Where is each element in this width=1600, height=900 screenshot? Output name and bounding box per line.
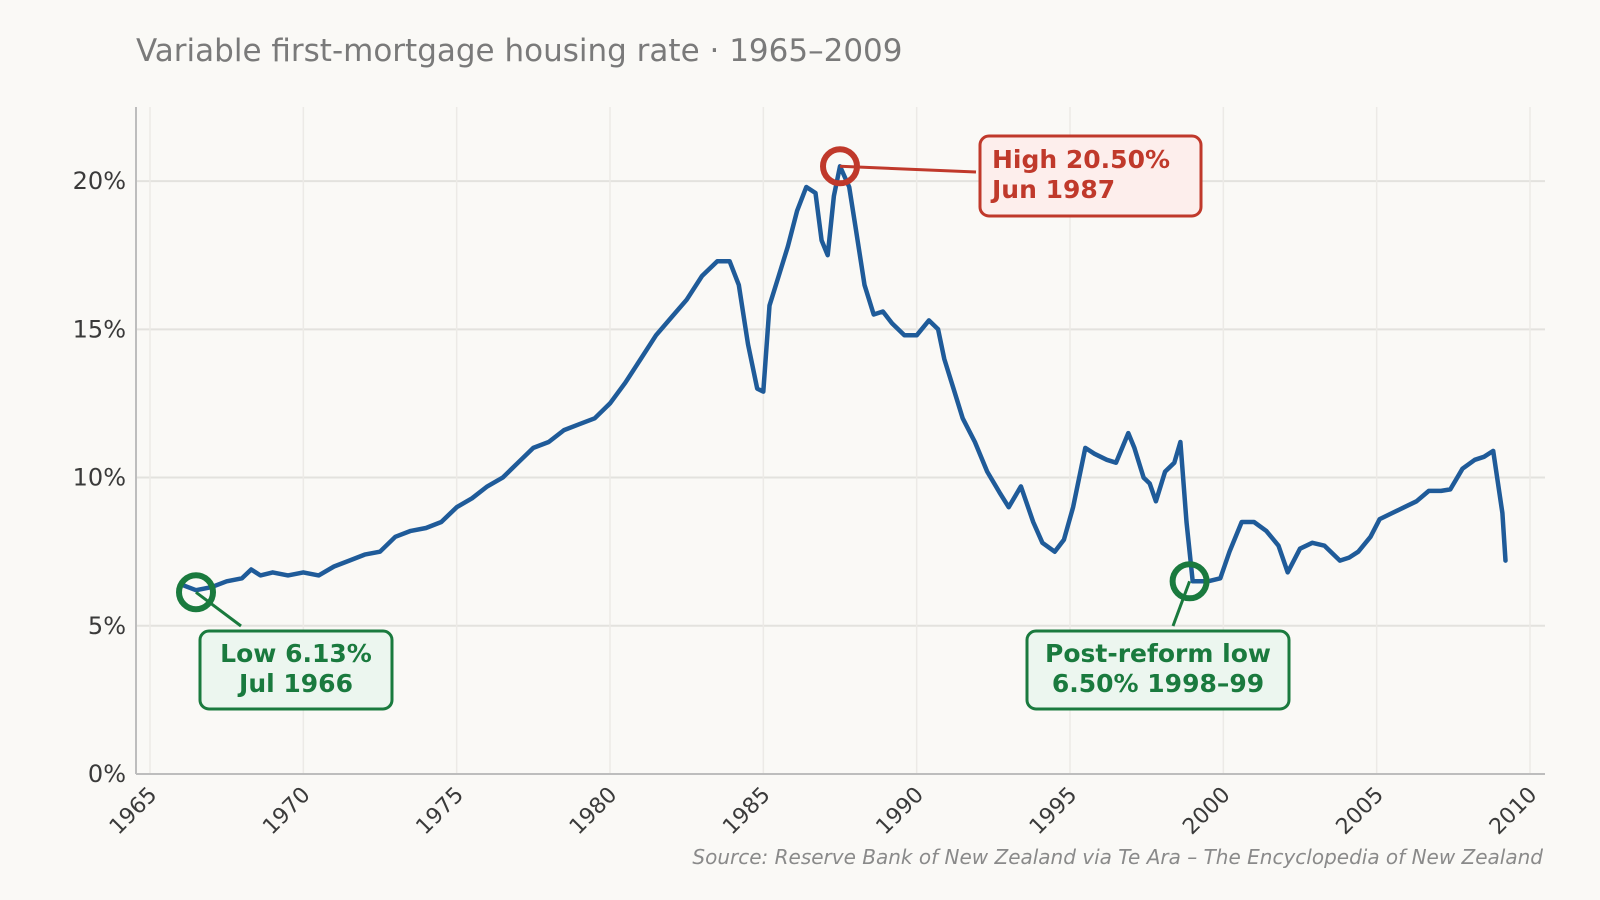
x-tick-label: 1995 xyxy=(1025,783,1082,840)
x-tick-label: 1965 xyxy=(105,783,162,840)
high-annotation: High 20.50% Jun 1987 xyxy=(820,134,1203,218)
low-label-box xyxy=(198,629,394,711)
post-reform-label-title: Post-reform low xyxy=(1045,639,1271,668)
y-tick-label: 20% xyxy=(73,167,126,195)
y-tick-label: 10% xyxy=(73,464,126,492)
post-reform-leader-line xyxy=(1171,580,1192,627)
high-label-value: High 20.50% xyxy=(992,145,1170,174)
low-annotation: Low 6.13% Jul 1966 xyxy=(176,572,394,711)
post-reform-label-value: 6.50% 1998–99 xyxy=(1052,669,1264,698)
x-tick-label: 1985 xyxy=(718,783,775,840)
y-tick-label: 0% xyxy=(88,760,126,788)
high-marker xyxy=(820,146,860,187)
y-tick-label: 5% xyxy=(88,612,126,640)
post-reform-annotation: Post-reform low 6.50% 1998–99 xyxy=(1025,561,1291,711)
x-tick-label: 2005 xyxy=(1332,783,1389,840)
low-label-date: Jul 1966 xyxy=(237,669,353,698)
mortgage-rate-line xyxy=(178,164,1508,593)
high-label-box xyxy=(978,134,1203,218)
x-tick-labels: 1965 1970 1975 1980 1985 1990 1995 2000 2005 2010 xyxy=(105,783,1542,840)
x-tick-label: 1990 xyxy=(872,783,929,840)
low-marker xyxy=(176,572,216,613)
post-reform-marker xyxy=(1169,561,1210,602)
high-leader-line xyxy=(839,164,977,174)
y-tick-labels: 0% 5% 10% 15% 20% xyxy=(73,167,126,788)
source-note: Source: Reserve Bank of New Zealand via … xyxy=(692,845,1543,869)
x-tick-label: 2000 xyxy=(1178,783,1235,840)
low-label-value: Low 6.13% xyxy=(220,639,372,668)
x-tick-label: 1980 xyxy=(565,783,622,840)
x-tick-label: 2010 xyxy=(1485,783,1542,840)
chart-title: Variable first-mortgage housing rate · 1… xyxy=(136,33,903,69)
post-reform-label-box xyxy=(1025,629,1291,711)
low-leader-line xyxy=(195,591,242,628)
x-tick-label: 1975 xyxy=(412,783,469,840)
high-label-date: Jun 1987 xyxy=(990,175,1115,204)
grid xyxy=(136,107,1545,774)
y-tick-label: 15% xyxy=(73,315,126,343)
x-tick-label: 1970 xyxy=(258,783,315,840)
